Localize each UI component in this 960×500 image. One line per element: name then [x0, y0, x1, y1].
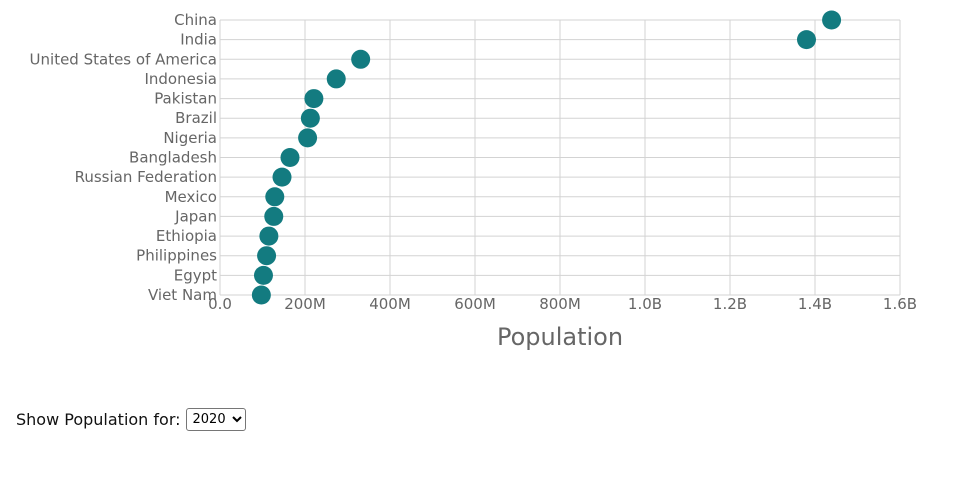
year-control-label: Show Population for: — [16, 410, 181, 429]
data-point — [251, 285, 271, 305]
population-chart: 0.0 200M 400M 600M 800M 1.0B 1.2B 1.4B 1.6B Chin… — [30, 10, 917, 351]
x-tick-label: 1.0B — [628, 295, 662, 313]
x-tick-label: 400M — [369, 295, 411, 313]
category-label: Ethiopia — [156, 227, 217, 245]
data-point — [326, 69, 346, 89]
x-tick-label: 800M — [539, 295, 581, 313]
year-select[interactable]: 2020 — [185, 408, 246, 431]
data-point — [822, 10, 842, 30]
data-point — [351, 49, 371, 69]
x-tick-label: 600M — [454, 295, 496, 313]
category-label: Nigeria — [163, 129, 217, 147]
grid-lines — [219, 19, 901, 296]
category-label: Egypt — [174, 266, 217, 284]
data-point — [797, 30, 816, 50]
x-axis-ticks: 0.0 200M 400M 600M 800M 1.0B 1.2B 1.4B 1.6B — [208, 295, 917, 313]
data-point — [253, 265, 273, 285]
data-point — [257, 246, 277, 266]
category-label: China — [174, 11, 217, 29]
data-point — [280, 148, 300, 167]
category-label: Japan — [174, 207, 217, 225]
category-label: Viet Nam — [148, 286, 217, 304]
category-label: Russian Federation — [75, 168, 217, 186]
x-tick-label: 1.6B — [883, 295, 917, 313]
category-label: Philippines — [136, 247, 217, 265]
year-control: Show Population for: 2020 — [16, 408, 246, 431]
category-label: Indonesia — [144, 70, 217, 88]
category-label: Mexico — [165, 188, 217, 206]
x-tick-label: 1.4B — [798, 295, 832, 313]
data-point — [298, 128, 318, 148]
data-points — [251, 10, 842, 305]
x-tick-label: 0.0 — [208, 295, 232, 313]
data-point — [300, 108, 320, 128]
data-point — [304, 89, 324, 109]
category-label: India — [180, 31, 217, 49]
x-tick-label: 1.2B — [713, 295, 747, 313]
data-point — [265, 187, 285, 207]
data-point — [264, 206, 284, 226]
data-point — [259, 226, 279, 246]
x-axis-title: Population — [497, 323, 623, 351]
category-label: United States of America — [30, 50, 217, 68]
category-label: Brazil — [175, 109, 217, 127]
category-label: Bangladesh — [129, 149, 217, 167]
x-tick-label: 200M — [284, 295, 326, 313]
data-point — [272, 167, 292, 187]
category-label: Pakistan — [154, 90, 217, 108]
